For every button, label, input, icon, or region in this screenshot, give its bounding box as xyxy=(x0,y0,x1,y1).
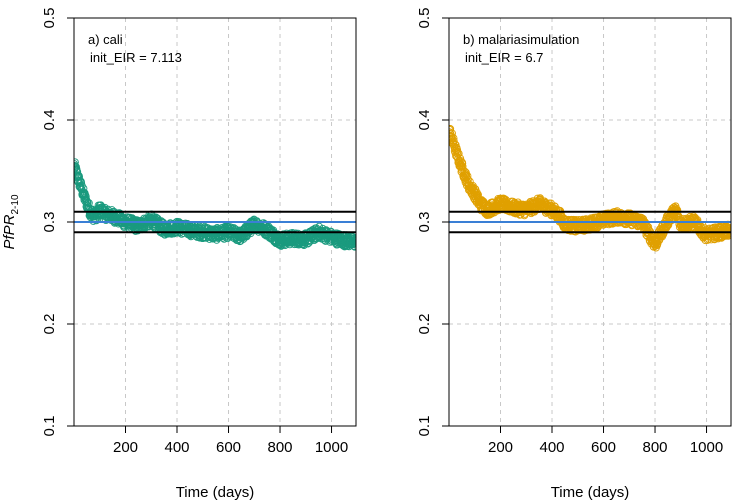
x-tick-label: 400 xyxy=(539,439,564,456)
y-axis: 0.1 0.2 0.3 0.4 0.5 xyxy=(416,8,449,437)
data-point xyxy=(350,242,356,251)
data-point xyxy=(449,135,457,143)
panel-label: a) cali xyxy=(88,32,123,47)
data-point xyxy=(725,226,731,235)
x-tick-label: 800 xyxy=(643,439,668,456)
x-tick-label: 800 xyxy=(268,439,293,456)
data-point xyxy=(653,239,662,248)
y-tick-label: 0.4 xyxy=(41,110,58,131)
data-point xyxy=(453,147,462,156)
y-tick-label: 0.5 xyxy=(41,8,58,29)
init-eir-label: init_EIR = 6.7 xyxy=(465,50,543,65)
x-axis: 200 400 600 800 1000 Time (days) xyxy=(488,426,723,500)
x-tick-label: 200 xyxy=(113,439,138,456)
x-tick-label: 400 xyxy=(164,439,189,456)
x-tick-label: 1000 xyxy=(315,439,348,456)
x-tick-label: 1000 xyxy=(690,439,723,456)
y-tick-label: 0.2 xyxy=(41,314,58,335)
y-axis: 0.1 0.2 0.3 0.4 0.5 xyxy=(41,8,74,437)
data-point xyxy=(449,129,456,138)
x-axis-title: Time (days) xyxy=(176,484,255,500)
x-tick-label: 600 xyxy=(216,439,241,456)
reference-lines xyxy=(449,210,731,234)
data-point xyxy=(673,206,682,215)
data-points xyxy=(74,158,356,251)
x-axis: 200 400 600 800 1000 Time (days) xyxy=(113,426,348,500)
data-point xyxy=(303,239,312,248)
data-point xyxy=(351,239,356,247)
y-tick-label: 0.1 xyxy=(41,416,58,437)
data-points xyxy=(449,124,731,252)
data-point xyxy=(449,125,455,133)
data-point xyxy=(74,168,82,176)
x-tick-label: 600 xyxy=(591,439,616,456)
data-point xyxy=(450,137,458,145)
data-point xyxy=(458,162,467,171)
panel-annotation: a) cali init_EIR = 7.113 xyxy=(88,32,182,65)
panel-annotation: b) malariasimulation init_EIR = 6.7 xyxy=(463,32,579,65)
data-point xyxy=(349,238,356,246)
y-tick-label: 0.3 xyxy=(41,212,58,233)
y-tick-label: 0.1 xyxy=(416,416,433,437)
init-eir-label: init_EIR = 7.113 xyxy=(90,50,182,65)
data-point xyxy=(462,170,471,179)
x-axis-title: Time (days) xyxy=(551,484,630,500)
data-point xyxy=(724,227,731,235)
y-tick-label: 0.5 xyxy=(416,8,433,29)
y-axis-title-sub: 2-10 xyxy=(10,194,21,214)
data-point xyxy=(454,149,463,158)
y-tick-label: 0.2 xyxy=(416,314,433,335)
y-tick-label: 0.4 xyxy=(416,110,433,131)
y-axis-title: PfPR2-10 xyxy=(1,194,21,249)
reference-lines xyxy=(74,210,356,234)
y-axis-title-main: PfPR xyxy=(1,214,18,249)
panel-label: b) malariasimulation xyxy=(463,32,579,47)
y-tick-label: 0.3 xyxy=(416,212,433,233)
data-point xyxy=(352,233,356,242)
data-point xyxy=(644,223,653,231)
x-tick-label: 200 xyxy=(488,439,513,456)
